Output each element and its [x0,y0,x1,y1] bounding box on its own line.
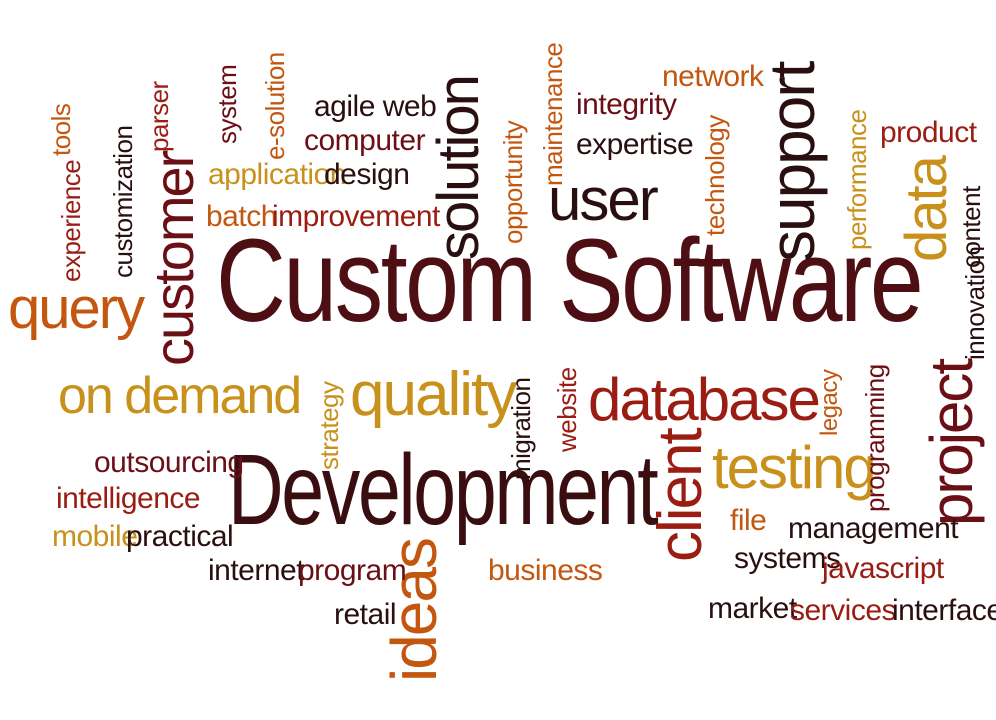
word-file: file [730,504,767,537]
word-integrity: integrity [576,88,677,121]
word-retail: retail [334,598,397,631]
word-business: business [488,554,603,587]
word-design: design [324,158,410,191]
word-interface: interface [892,594,996,627]
word-query: query [8,276,145,341]
word-e-solution: e-solution [260,52,290,160]
word-strategy: strategy [314,381,344,471]
word-performance: performance [842,109,872,250]
word-services: services [790,594,897,627]
word-market: market [708,592,797,625]
word-outsourcing: outsourcing [94,446,244,479]
word-customer: customer [142,151,205,366]
word-data: data [894,157,959,262]
word-expertise: expertise [576,128,694,161]
word-innovation: innovation [960,246,990,360]
word-program: program [298,554,407,587]
word-quality: quality [350,360,517,429]
word-systems: systems [734,542,841,575]
word-programming: programming [860,364,890,512]
word-customization: customization [108,125,138,278]
word-batch: batch [206,200,277,233]
word-javascript: javascript [822,552,944,585]
word-tools: tools [46,103,76,156]
word-custom-software: Custom Software [216,215,924,347]
word-technology: technology [700,115,730,236]
word-migration: migration [506,377,536,480]
word-legacy: legacy [816,369,843,436]
word-support: support [756,62,828,262]
word-experience: experience [56,159,86,282]
word-development: Development [228,434,659,546]
word-testing: testing [712,434,877,501]
word-user: user [548,166,659,233]
word-client: client [646,429,715,562]
word-maintenance: maintenance [538,42,568,186]
word-project: project [918,359,985,526]
word-improvement: improvement [272,200,440,233]
word-parser: parser [144,81,174,152]
word-practical: practical [126,520,234,553]
word-on-demand: on demand [58,367,302,425]
word-management: management [788,512,959,545]
word-application: application [208,158,346,191]
word-agile-web: agile web [314,90,437,123]
word-network: network [662,60,764,93]
word-intelligence: intelligence [56,482,201,515]
word-opportunity: opportunity [498,120,528,244]
word-database: database [588,366,821,433]
word-website: website [552,367,582,452]
word-internet: internet [208,554,305,587]
word-computer: computer [304,124,426,157]
word-product: product [880,116,977,149]
word-system: system [212,64,242,144]
word-mobile: mobile [52,520,138,553]
